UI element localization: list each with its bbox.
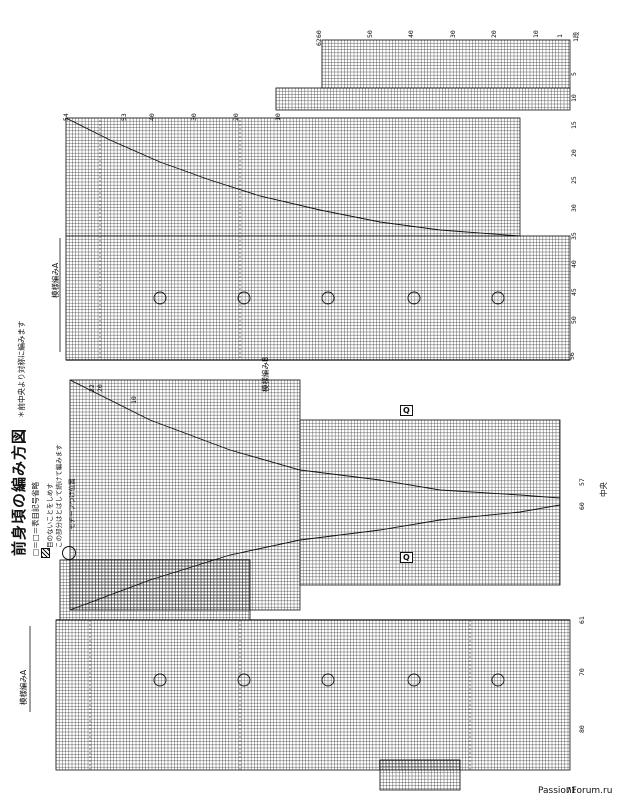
legend-gap-note-2: この部分はとばして続けて編みます xyxy=(55,444,63,548)
motif-position-marker xyxy=(153,673,167,687)
stitch-label: 30 xyxy=(190,113,198,121)
row-label: 40 xyxy=(570,260,578,268)
row-label: 60 xyxy=(578,502,586,510)
q-mark-upper: Q xyxy=(400,405,413,416)
pattern-a-label-top: 模様編みA xyxy=(51,262,60,298)
stitch-label: 10 xyxy=(274,113,282,121)
stitch-label: 54 xyxy=(62,113,70,121)
page-number: 71 xyxy=(566,786,577,795)
legend-symbol-equals: □＝□＝表目記号省略 xyxy=(31,481,40,556)
stitch-label: 53 xyxy=(120,113,128,121)
stitch-label: 20 xyxy=(490,30,498,38)
stitch-label: 10 xyxy=(130,396,138,404)
page-title: 前身頃の編み方図 xyxy=(10,427,28,556)
watermark: PassionForum.ru xyxy=(538,786,613,796)
row-label: 15 xyxy=(570,121,578,129)
motif-position-marker xyxy=(407,673,421,687)
stitch-label: 10 xyxy=(532,30,540,38)
legend-motif-note: モチーフつけ位置 xyxy=(68,478,76,530)
row-label: 10 xyxy=(570,94,578,102)
stitch-label: 1 xyxy=(556,34,564,38)
row-label: 56 xyxy=(568,352,576,360)
row-label: 1段 xyxy=(572,31,580,42)
motif-position-marker xyxy=(407,291,421,305)
row-label: 57 xyxy=(578,478,586,486)
motif-position-marker xyxy=(153,291,167,305)
row-label: 80 xyxy=(578,725,586,733)
row-label: 25 xyxy=(570,176,578,184)
motif-circle-icon xyxy=(62,546,76,560)
motif-position-marker xyxy=(491,291,505,305)
row-label: 20 xyxy=(570,149,578,157)
row-label: 70 xyxy=(578,668,586,676)
center-label: 中央 xyxy=(599,482,608,497)
grid-lines xyxy=(29,39,571,791)
stitch-label: 60 xyxy=(315,30,323,38)
hatched-square-icon xyxy=(41,548,50,558)
motif-position-marker xyxy=(321,673,335,687)
row-label: 61 xyxy=(578,616,586,624)
motif-position-marker xyxy=(237,673,251,687)
motif-position-marker xyxy=(321,291,335,305)
symmetric-note: ＊前中央より対称に編みます xyxy=(17,320,26,418)
stitch-label: 30 xyxy=(449,30,457,38)
stitch-label: 40 xyxy=(148,113,156,121)
q-mark-lower: Q xyxy=(400,552,413,563)
stitch-label: 62 xyxy=(315,38,323,46)
row-label: 30 xyxy=(570,204,578,212)
pattern-b-label: 模様編みB xyxy=(261,356,270,392)
motif-position-marker xyxy=(491,673,505,687)
row-label: 35 xyxy=(570,232,578,240)
stitch-label: 20 xyxy=(232,113,240,121)
pattern-a-label-bottom: 模様編みA xyxy=(19,669,28,705)
row-label: 5 xyxy=(570,72,578,76)
row-label: 45 xyxy=(570,288,578,296)
row-label: 50 xyxy=(570,316,578,324)
stitch-label: 22 xyxy=(88,384,96,392)
stitch-label: 40 xyxy=(407,30,415,38)
motif-position-marker xyxy=(237,291,251,305)
stitch-label: 50 xyxy=(366,30,374,38)
stitch-label: 20 xyxy=(96,384,104,392)
